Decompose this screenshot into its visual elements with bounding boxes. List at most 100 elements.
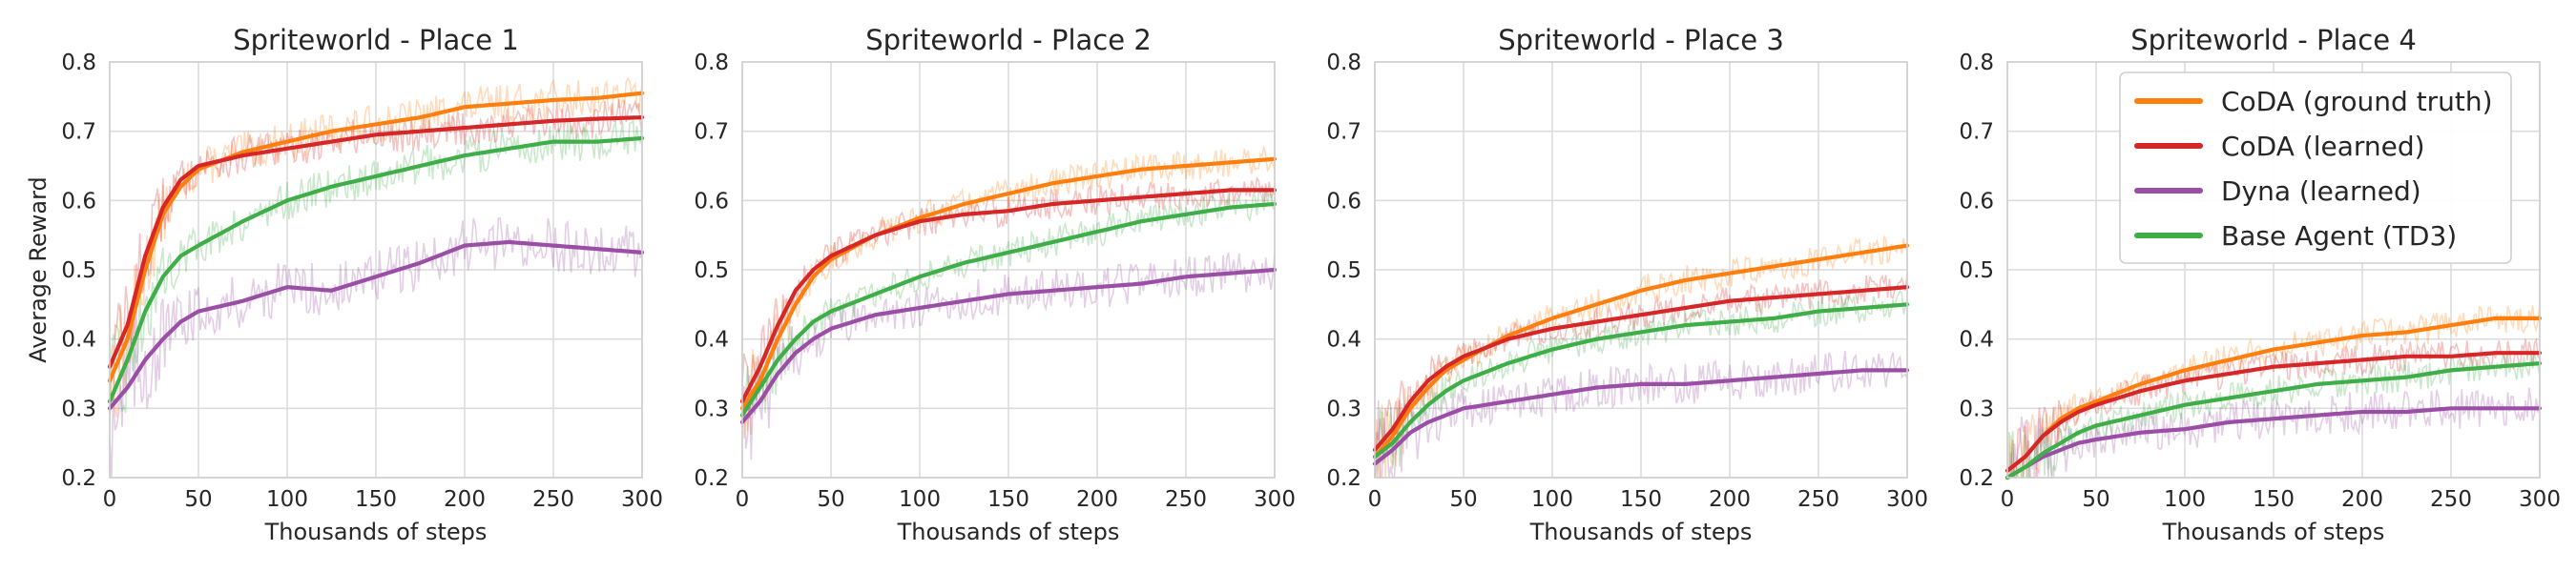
- series-line-base-agent-td3: [107, 135, 645, 404]
- y-tick-label: 0.2: [1326, 466, 1361, 491]
- x-tick-label: 150: [987, 487, 1029, 512]
- x-tick-label: 300: [621, 487, 663, 512]
- y-tick-label: 0.7: [694, 120, 729, 145]
- y-tick-label: 0.3: [1326, 397, 1361, 421]
- noisy-trace-coda-ground-truth: [741, 146, 1276, 439]
- noisy-trace-coda-learned: [741, 175, 1276, 419]
- series-line-coda-ground-truth: [1372, 243, 1910, 460]
- x-tick-label: 250: [532, 487, 574, 512]
- y-tick-label: 0.8: [61, 51, 96, 75]
- x-tick-label: 250: [1165, 487, 1207, 512]
- y-tick-label: 0.7: [1326, 120, 1361, 145]
- series-line-dyna-learned: [107, 239, 645, 411]
- y-tick-label: 0.3: [694, 397, 729, 421]
- x-tick-label: 0: [736, 487, 750, 512]
- series-line-coda-learned: [2005, 351, 2543, 473]
- x-tick-label: 0: [103, 487, 117, 512]
- noisy-trace-base-agent-td3: [109, 118, 643, 420]
- series-line-coda-ground-truth: [2005, 316, 2543, 473]
- tick-labels: 0 50 100 150 200 250 300 0.2 0.3 0.4 0.5 0.6 0.7 0.8: [694, 51, 1296, 512]
- legend-label-base-agent-td3: Base Agent (TD3): [2221, 220, 2457, 252]
- y-tick-label: 0.8: [1959, 51, 1994, 75]
- series-line-coda-ground-truth: [107, 91, 645, 383]
- x-tick-label: 0: [2001, 487, 2015, 512]
- x-tick-label: 300: [1254, 487, 1296, 512]
- noisy-trace-dyna-learned: [2007, 387, 2541, 479]
- series-lines: [2005, 316, 2543, 480]
- x-tick-label: 200: [2341, 487, 2383, 512]
- panel-spriteworld-place-2: 0 50 100 150 200 250 3000.20.30.40.50.60.70.8 …: [694, 24, 1296, 545]
- noisy-traces: [741, 146, 1276, 460]
- y-tick-label: 0.4: [61, 328, 96, 353]
- y-tick-label: 0.4: [1326, 328, 1361, 353]
- y-tick-label: 0.8: [694, 51, 729, 75]
- tick-labels: 0 50 100 150 200 250 300 0.2 0.3 0.4 0.5 0.6 0.7 0.8: [1959, 51, 2561, 512]
- noisy-trace-base-agent-td3: [741, 189, 1276, 414]
- noisy-trace-dyna-learned: [741, 252, 1276, 460]
- x-tick-label: 150: [2253, 487, 2295, 512]
- legend-label-coda-ground-truth: CoDA (ground truth): [2221, 86, 2493, 117]
- series-line-base-agent-td3: [1372, 302, 1910, 460]
- panel-spriteworld-place-3: 0 50 100 150 200 250 3000.20.30.40.50.60.70.8 …: [1326, 24, 1928, 545]
- x-tick-label: 50: [2082, 487, 2109, 512]
- y-tick-label: 0.2: [61, 466, 96, 491]
- y-tick-label: 0.5: [61, 258, 96, 283]
- y-tick-label: 0.6: [694, 189, 729, 214]
- legend: CoDA (ground truth) CoDA (learned) Dyna (l…: [2119, 72, 2512, 264]
- x-tick-label: 100: [1531, 487, 1573, 512]
- y-tick-label: 0.5: [1326, 258, 1361, 283]
- x-tick-label: 200: [1709, 487, 1751, 512]
- x-tick-label: 150: [355, 487, 397, 512]
- y-tick-label: 0.8: [1326, 51, 1361, 75]
- x-tick-label: 200: [1076, 487, 1118, 512]
- series-line-coda-ground-truth: [739, 156, 1278, 411]
- panel-spriteworld-place-1: 0 50 100 150 200 250 3000.20.30.40.50.60.70.8 …: [25, 24, 663, 545]
- series-line-dyna-learned: [1372, 368, 1910, 466]
- tick-labels: 0 50 100 150 200 250 300 0.2 0.3 0.4 0.5 0.6 0.7 0.8: [61, 51, 663, 512]
- series-lines: [739, 156, 1278, 424]
- x-tick-label: 300: [1886, 487, 1928, 512]
- chart-title: Spriteworld - Place 4: [2130, 24, 2417, 56]
- legend-label-coda-learned: CoDA (learned): [2221, 131, 2425, 162]
- y-tick-label: 0.6: [61, 189, 96, 214]
- x-tick-label: 50: [1449, 487, 1477, 512]
- series-line-base-agent-td3: [739, 201, 1278, 418]
- noisy-trace-coda-ground-truth: [2006, 304, 2541, 479]
- x-axis-label: Thousands of steps: [2162, 519, 2385, 545]
- y-axis-label: Average Reward: [25, 176, 52, 363]
- x-axis-label: Thousands of steps: [1529, 519, 1753, 545]
- series-line-coda-learned: [107, 114, 645, 369]
- x-tick-label: 100: [266, 487, 308, 512]
- y-tick-label: 0.7: [61, 120, 96, 145]
- x-tick-label: 50: [817, 487, 844, 512]
- noisy-trace-coda-learned: [2006, 337, 2541, 479]
- x-tick-label: 250: [1797, 487, 1839, 512]
- legend-entries: CoDA (ground truth) CoDA (learned) Dyna (l…: [2134, 86, 2493, 252]
- y-tick-label: 0.2: [694, 466, 729, 491]
- y-tick-label: 0.3: [1959, 397, 1994, 421]
- x-tick-label: 50: [184, 487, 212, 512]
- y-tick-label: 0.6: [1326, 189, 1361, 214]
- y-tick-label: 0.4: [694, 328, 729, 353]
- chart-title: Spriteworld - Place 1: [233, 24, 519, 56]
- plot-frame: [741, 61, 1276, 479]
- y-tick-label: 0.7: [1959, 120, 1994, 145]
- plot-frame: [109, 61, 643, 479]
- x-axis-label: Thousands of steps: [897, 519, 1120, 545]
- y-tick-label: 0.3: [61, 397, 96, 421]
- series-line-coda-learned: [1372, 285, 1910, 452]
- series-line-dyna-learned: [2005, 406, 2543, 480]
- x-tick-label: 150: [1620, 487, 1662, 512]
- plot-frame: [2006, 61, 2541, 479]
- x-axis-label: Thousands of steps: [264, 519, 488, 545]
- noisy-trace-dyna-learned: [109, 216, 643, 479]
- panel-spriteworld-place-4: 0 50 100 150 200 250 3000.20.30.40.50.60.70.8 …: [1959, 24, 2561, 545]
- x-tick-label: 100: [2164, 487, 2206, 512]
- series-line-dyna-learned: [739, 267, 1278, 424]
- y-tick-label: 0.2: [1959, 466, 1994, 491]
- plot-frame: [1374, 61, 1908, 479]
- noisy-trace-coda-learned: [1374, 274, 1908, 479]
- y-tick-label: 0.4: [1959, 328, 1994, 353]
- chart-title: Spriteworld - Place 3: [1498, 24, 1784, 56]
